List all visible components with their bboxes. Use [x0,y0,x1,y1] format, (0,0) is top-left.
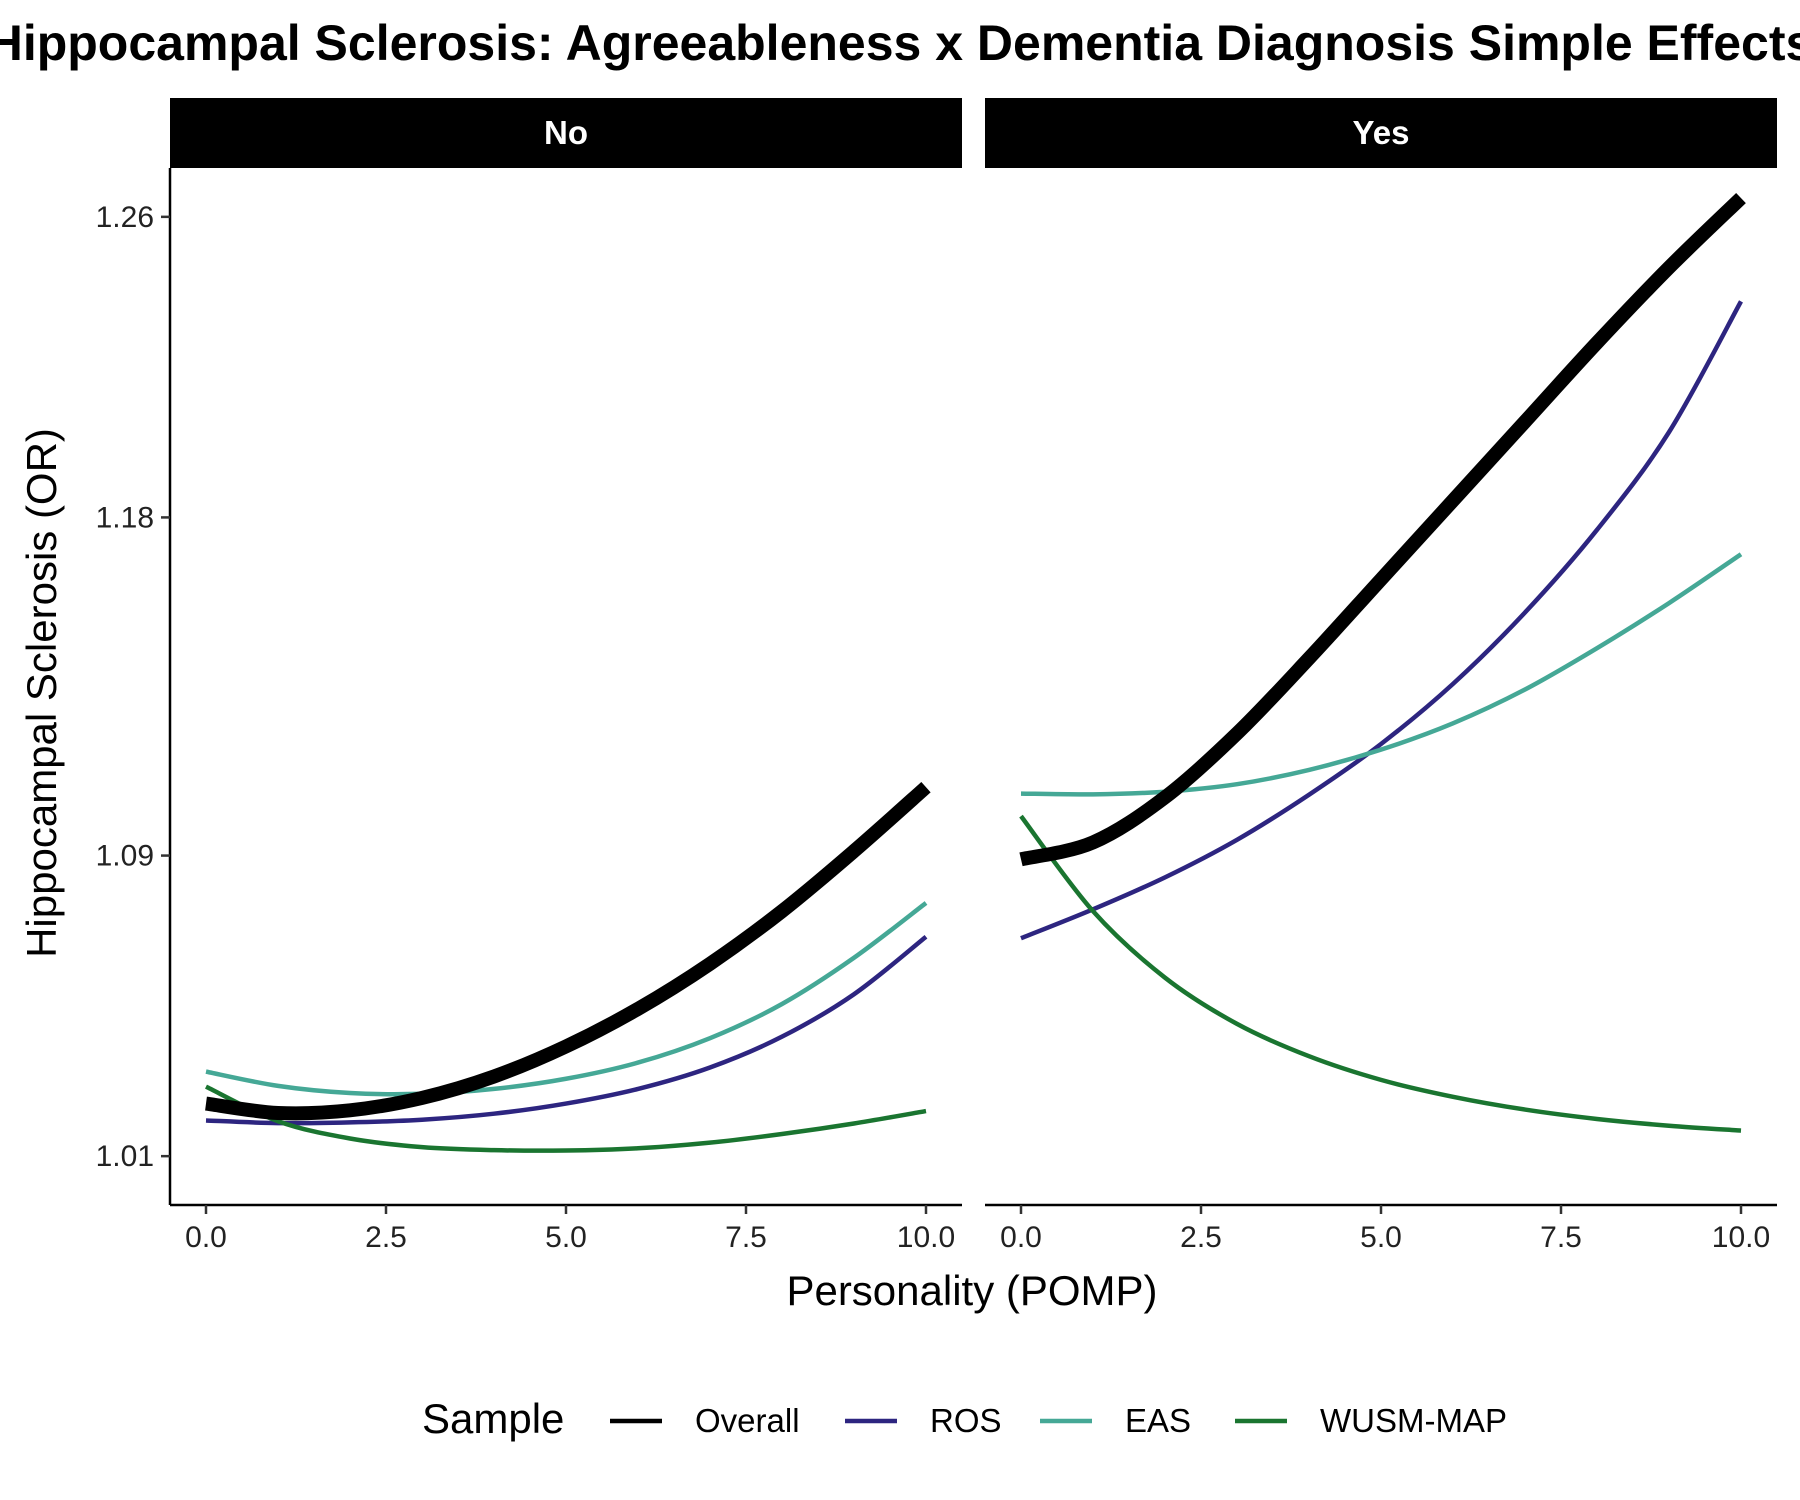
legend-item-eas: EAS [1040,1402,1191,1439]
facet-panels: No 1.01 1.09 1.18 1.26 0.0 2.5 5.0 7.5 10.0 Yes 0.0… [96,98,1777,1254]
x-tick-label: 5.0 [1360,1221,1402,1254]
series-line-ros [205,934,928,1126]
series-line-eas [205,901,928,1097]
chart-title: Hippocampal Sclerosis: Agreeableness x D… [0,15,1800,71]
x-tick-label: 5.0 [545,1221,587,1254]
legend: Sample Overall ROS EAS WUSM-MAP [422,1395,1507,1442]
panel-no: No 1.01 1.09 1.18 1.26 0.0 2.5 5.0 7.5 10.0 [96,98,962,1254]
legend-item-ros: ROS [845,1402,1002,1439]
series-line-wusm-map [205,1084,927,1153]
panel-yes: Yes 0.0 2.5 5.0 7.5 10.0 [985,98,1777,1254]
series-line-overall [205,781,931,1121]
legend-label-wusm-map: WUSM-MAP [1320,1402,1507,1439]
x-tick-label: 10.0 [897,1221,955,1254]
x-tick-label: 7.5 [1540,1221,1582,1254]
x-tick-label: 2.5 [1180,1221,1222,1254]
legend-title: Sample [422,1395,564,1442]
x-axis-title: Personality (POMP) [786,1267,1157,1314]
y-tick-label: 1.01 [96,1140,154,1173]
legend-label-ros: ROS [930,1402,1002,1439]
series-line-ros [1020,300,1743,941]
series-line-overall [1019,193,1746,867]
y-tick-label: 1.18 [96,501,154,534]
x-tick-label: 7.5 [725,1221,767,1254]
x-tick-label: 2.5 [365,1221,407,1254]
facet-strip-label: Yes [1353,114,1410,151]
y-axis-title: Hippocampal Sclerosis (OR) [18,428,65,958]
facet-strip [985,98,1777,168]
facet-strip [170,98,962,168]
legend-item-wusm-map: WUSM-MAP [1235,1402,1507,1439]
y-tick-label: 1.09 [96,840,154,873]
x-tick-label: 0.0 [185,1221,227,1254]
x-tick-label: 10.0 [1712,1221,1770,1254]
x-tick-label: 0.0 [1000,1221,1042,1254]
facet-strip-label: No [544,114,588,151]
legend-item-overall: Overall [610,1402,800,1439]
series-line-wusm-map [1019,814,1742,1133]
legend-label-overall: Overall [695,1402,800,1439]
legend-label-eas: EAS [1125,1402,1191,1439]
series-line-eas [1020,552,1743,797]
y-tick-label: 1.26 [96,201,154,234]
